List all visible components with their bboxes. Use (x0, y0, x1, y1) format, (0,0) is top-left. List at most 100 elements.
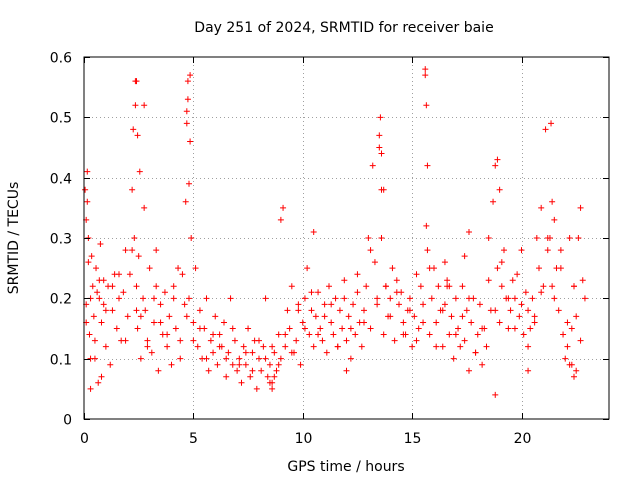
data-point (406, 295, 413, 302)
data-point (365, 235, 372, 241)
data-point (560, 331, 567, 338)
data-point (161, 289, 168, 296)
data-point (133, 307, 140, 314)
data-point (141, 102, 148, 109)
data-point (269, 385, 276, 392)
data-point (153, 247, 160, 254)
data-point (452, 331, 459, 338)
data-point (131, 235, 138, 241)
data-point (188, 235, 195, 241)
data-point (579, 277, 586, 284)
data-point (347, 355, 354, 362)
data-point (94, 289, 101, 296)
data-point (229, 361, 236, 368)
x-axis-label: GPS time / hours (287, 459, 404, 475)
data-point (466, 367, 472, 374)
data-point (531, 313, 538, 320)
data-point (109, 283, 116, 290)
data-point (424, 247, 431, 254)
data-point (116, 271, 122, 278)
data-point (312, 313, 319, 320)
data-point (181, 301, 188, 308)
data-point (142, 307, 149, 314)
data-point (352, 331, 359, 338)
data-point (210, 349, 217, 356)
data-point (183, 108, 190, 115)
data-point (245, 325, 252, 332)
data-point (433, 319, 440, 326)
data-point (382, 283, 389, 290)
data-point (361, 319, 367, 326)
data-point (363, 283, 370, 290)
x-tick-label: 5 (189, 431, 198, 447)
data-point (371, 259, 378, 266)
data-point (98, 373, 105, 380)
data-point (295, 301, 302, 308)
data-point (479, 325, 486, 332)
data-point (400, 319, 407, 326)
data-point (299, 319, 306, 326)
data-point (310, 228, 317, 235)
data-point (203, 295, 210, 302)
data-point (184, 96, 191, 103)
data-point (531, 319, 538, 326)
data-point (490, 198, 497, 205)
data-point (367, 325, 374, 332)
data-point (190, 337, 197, 344)
data-point (96, 295, 103, 302)
data-point (536, 265, 542, 272)
data-point (439, 343, 446, 350)
data-point (306, 331, 313, 338)
data-point (113, 325, 120, 332)
data-point (82, 186, 89, 193)
data-point (84, 168, 91, 175)
data-point (452, 295, 459, 302)
data-point (468, 319, 475, 326)
data-point (380, 186, 387, 193)
data-point (492, 162, 499, 169)
data-point (177, 337, 184, 344)
data-point (223, 355, 230, 362)
data-point (422, 66, 429, 73)
data-point (376, 132, 383, 139)
data-point (91, 337, 98, 344)
data-point (260, 343, 267, 350)
y-tick-label: 0.1 (50, 353, 72, 369)
y-tick-label: 0.2 (50, 292, 72, 308)
data-point (544, 247, 551, 254)
data-point (297, 361, 304, 368)
data-point (95, 379, 102, 386)
data-point (568, 361, 575, 368)
data-point (129, 186, 136, 193)
data-point (194, 343, 201, 350)
data-point (441, 259, 448, 266)
data-point (428, 295, 435, 302)
data-point (496, 319, 503, 326)
data-point (423, 102, 430, 109)
data-point (411, 313, 418, 320)
data-point (187, 138, 194, 145)
data-point (151, 295, 157, 302)
data-point (98, 319, 105, 326)
data-point (164, 331, 171, 338)
data-point (577, 204, 584, 211)
data-point (518, 301, 525, 308)
data-point (525, 307, 532, 314)
data-point (280, 204, 287, 211)
data-point (124, 313, 131, 320)
data-point (485, 277, 492, 284)
data-point (132, 102, 139, 109)
data-point (288, 349, 295, 356)
data-point (332, 295, 339, 302)
data-point (474, 331, 481, 338)
data-point (328, 319, 335, 326)
data-point (109, 307, 116, 314)
data-point (367, 247, 374, 254)
data-point (286, 325, 293, 332)
data-point (330, 331, 337, 338)
data-point (387, 295, 394, 302)
data-point (100, 301, 107, 308)
data-point (581, 295, 588, 302)
data-point (90, 313, 97, 320)
y-axis-label: SRMTID / TECUs (6, 182, 22, 295)
